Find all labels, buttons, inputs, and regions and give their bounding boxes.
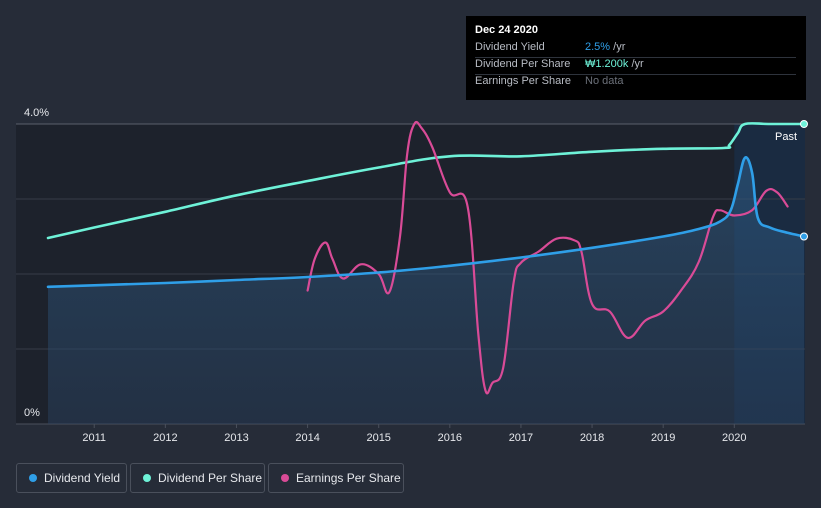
dividend-yield-line [46,156,806,289]
tooltip-value-number: No data [585,75,624,87]
tooltip-value: 2.5% /yr [585,41,625,53]
legend-dot-icon [143,474,151,482]
x-tick-label: 2020 [722,432,746,444]
x-tick-label: 2019 [651,432,675,444]
tooltip-row-dividend-per-share: Dividend Per Share ₩1.200k /yr [475,58,796,75]
legend-item-dividend-per-share[interactable]: Dividend Per Share [130,463,265,493]
dividend-per-share-end-marker [800,120,808,128]
legend-item-earnings-per-share[interactable]: Earnings Per Share [268,463,404,493]
legend-label: Dividend Yield [44,471,121,485]
tooltip-value-unit: /yr [610,41,626,53]
x-axis-ticks: 2011 2012 2013 2014 2015 2016 2017 2018 2019 2020 [82,424,747,444]
x-tick-label: 2015 [366,432,390,444]
series-end-markers [800,120,808,241]
tooltip-value-number: ₩1.200k [585,58,629,70]
x-tick-label: 2012 [153,432,177,444]
tooltip-divider [475,74,796,75]
hover-tooltip: Dec 24 2020 Dividend Yield 2.5% /yr Divi… [466,16,806,100]
x-tick-label: 2018 [580,432,604,444]
dividend-yield-end-marker [800,232,808,241]
x-tick-label: 2016 [438,432,462,444]
legend-dot-icon [29,474,37,482]
legend-dot-icon [281,474,289,482]
dividend-yield-area [48,157,804,424]
legend-label: Earnings Per Share [296,471,401,485]
x-tick-label: 2014 [295,432,319,444]
tooltip-date: Dec 24 2020 [475,24,538,36]
x-tick-label: 2013 [224,432,248,444]
tooltip-row-earnings-per-share: Earnings Per Share No data [475,75,796,92]
tooltip-label: Dividend Per Share [475,58,571,70]
earnings-per-share-line [306,120,789,395]
legend-label: Dividend Per Share [158,471,263,485]
x-tick-label: 2017 [509,432,533,444]
tooltip-value-number: 2.5% [585,41,611,53]
yield-area-layer [48,157,804,424]
tooltip-label: Earnings Per Share [475,75,571,87]
tooltip-label: Dividend Yield [475,41,545,53]
legend-item-dividend-yield[interactable]: Dividend Yield [16,463,127,493]
tooltip-value-unit: /yr [628,58,644,70]
past-label: Past [775,131,797,143]
tooltip-row-dividend-yield: Dividend Yield 2.5% /yr [475,41,796,58]
tooltip-value: No data [585,75,624,87]
series-lines-layer [46,120,806,395]
y-tick-label-top: 4.0% [24,107,49,119]
tooltip-divider [475,57,796,58]
x-tick-label: 2011 [82,432,106,444]
tooltip-value: ₩1.200k /yr [585,58,644,70]
dividend-per-share-line [46,121,806,240]
y-tick-label-bottom: 0% [24,407,40,419]
